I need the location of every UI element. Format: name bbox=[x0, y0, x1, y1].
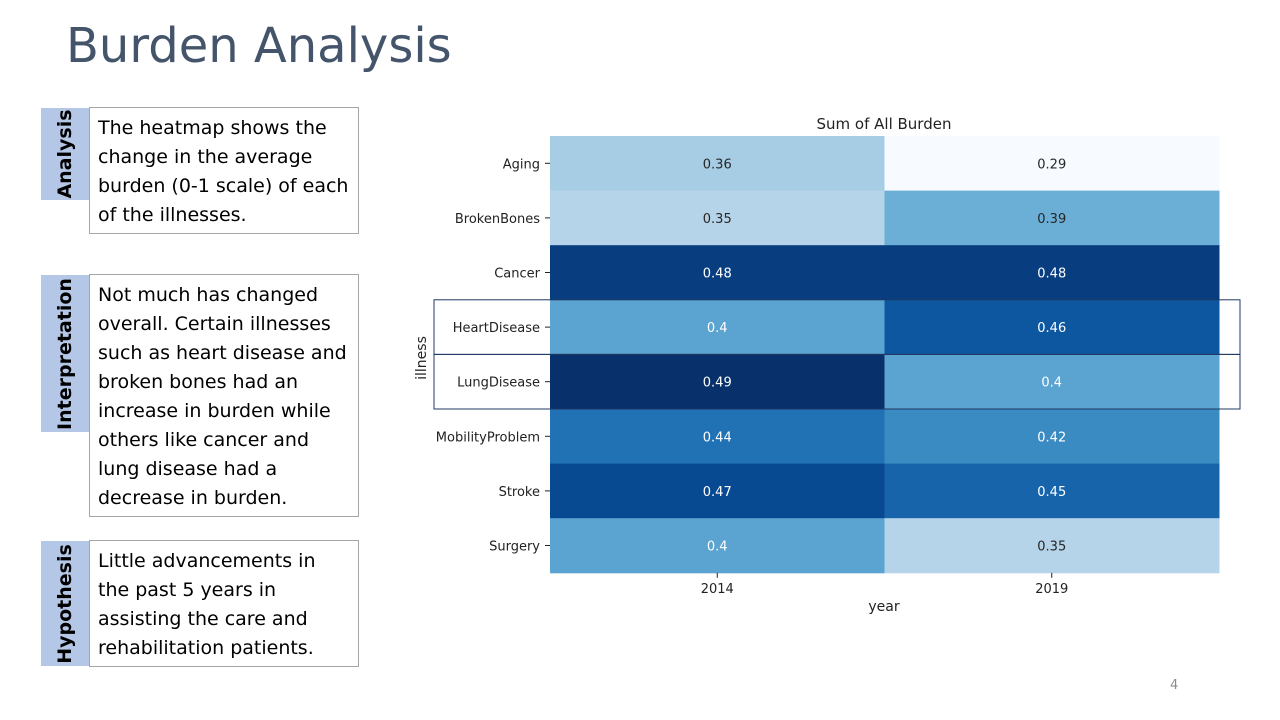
y-tick-label: HeartDisease bbox=[453, 321, 540, 336]
analysis-note: The heatmap shows the change in the aver… bbox=[89, 107, 359, 234]
hypothesis-label-text: Hypothesis bbox=[54, 543, 76, 664]
cell-value-label: 0.4 bbox=[1041, 376, 1062, 391]
interpretation-label: Interpretation bbox=[41, 275, 89, 432]
cell-value-label: 0.4 bbox=[707, 321, 728, 336]
y-axis-label: illness bbox=[414, 336, 430, 380]
cell-value-label: 0.46 bbox=[1037, 321, 1066, 336]
cell-value-label: 0.48 bbox=[1037, 267, 1066, 282]
cell-value-label: 0.47 bbox=[703, 485, 732, 500]
hypothesis-note: Little advancements in the past 5 years … bbox=[89, 540, 359, 667]
slide-title: Burden Analysis bbox=[66, 18, 452, 74]
heatmap-cell bbox=[884, 299, 1220, 355]
chart-title: Sum of All Burden bbox=[817, 115, 952, 133]
cell-value-label: 0.36 bbox=[703, 157, 732, 172]
y-tick-label: LungDisease bbox=[457, 376, 540, 391]
x-axis-label: year bbox=[868, 599, 899, 615]
heatmap-cell bbox=[884, 136, 1220, 192]
cell-value-label: 0.39 bbox=[1037, 212, 1066, 227]
hypothesis-label: Hypothesis bbox=[41, 541, 89, 666]
heatmap-cell bbox=[884, 190, 1220, 246]
interpretation-note: Not much has changed overall. Certain il… bbox=[89, 274, 359, 517]
cell-value-label: 0.49 bbox=[703, 376, 732, 391]
heatmap-cell bbox=[550, 136, 885, 192]
y-tick-labels: Aging BrokenBones Cancer HeartDisease LungDi… bbox=[436, 157, 550, 555]
heatmap-cell bbox=[884, 409, 1220, 465]
cell-value-label: 0.48 bbox=[703, 267, 732, 282]
y-tick-label: BrokenBones bbox=[455, 212, 540, 227]
heatmap-cell bbox=[550, 245, 885, 301]
row-highlight-box bbox=[433, 353, 1241, 410]
row-highlights bbox=[433, 299, 1241, 410]
heatmap-cell bbox=[550, 518, 885, 574]
cell-value-label: 0.42 bbox=[1037, 430, 1066, 445]
cell-value-label: 0.45 bbox=[1037, 485, 1066, 500]
heatmap-cell bbox=[884, 354, 1220, 410]
heatmap-cell bbox=[550, 190, 885, 246]
cell-value-label: 0.35 bbox=[703, 212, 732, 227]
cell-value-label: 0.29 bbox=[1037, 157, 1066, 172]
cell-value-label: 0.35 bbox=[1037, 540, 1066, 555]
heatmap-cells: 0.36 0.29 0.35 0.39 0.48 0.48 0.4 0.46 0.49 0.4 0.… bbox=[550, 136, 1220, 574]
cell-value-label: 0.44 bbox=[703, 430, 732, 445]
heatmap-cell bbox=[884, 245, 1220, 301]
heatmap-cell bbox=[550, 299, 885, 355]
heatmap-cell bbox=[550, 409, 885, 465]
heatmap-cell bbox=[884, 518, 1220, 574]
analysis-label: Analysis bbox=[41, 108, 89, 200]
y-tick-label: MobilityProblem bbox=[436, 430, 540, 445]
y-tick-label: Aging bbox=[503, 157, 540, 172]
y-tick-label: Surgery bbox=[489, 540, 540, 555]
page-number: 4 bbox=[1170, 678, 1179, 693]
cell-value-label: 0.4 bbox=[707, 540, 728, 555]
x-tick-labels: 2014 2019 bbox=[701, 572, 1068, 597]
analysis-label-text: Analysis bbox=[54, 109, 76, 199]
y-tick-label: Cancer bbox=[494, 267, 540, 282]
interpretation-label-text: Interpretation bbox=[54, 277, 76, 430]
heatmap-cell bbox=[884, 463, 1220, 519]
heatmap-chart: Sum of All Burden 0.36 0.29 0.35 0.39 0.48 0.… bbox=[400, 100, 1260, 630]
y-tick-label: Stroke bbox=[499, 485, 540, 500]
heatmap-cell bbox=[550, 463, 885, 519]
x-tick-label: 2019 bbox=[1035, 582, 1068, 597]
x-tick-label: 2014 bbox=[701, 582, 734, 597]
heatmap-cell bbox=[550, 354, 885, 410]
heatmap-svg: Sum of All Burden 0.36 0.290.35 0.390.48 0.… bbox=[414, 115, 1241, 615]
